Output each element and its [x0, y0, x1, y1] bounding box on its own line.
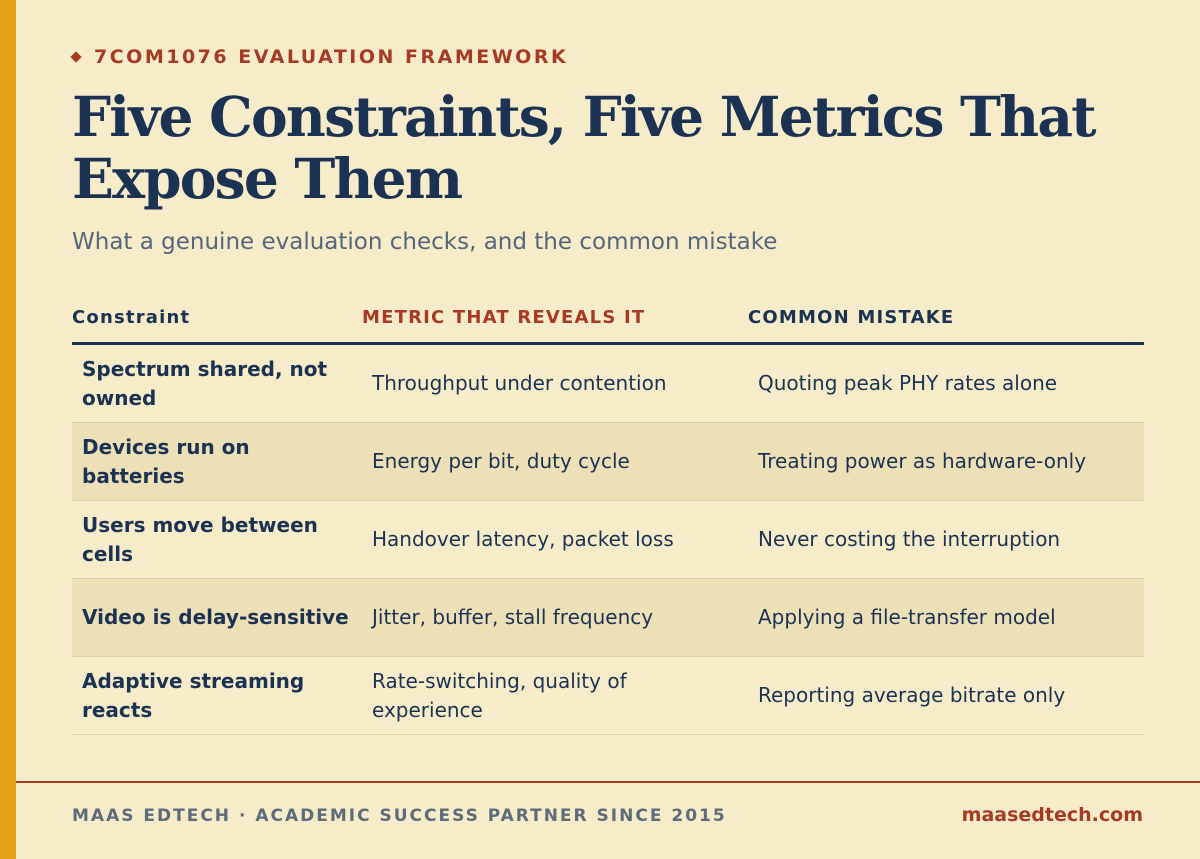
footer-tagline: MAAS EDTECH · ACADEMIC SUCCESS PARTNER S… — [72, 806, 727, 826]
header-metric: METRIC THAT REVEALS IT — [362, 292, 748, 345]
constraint-cell: Spectrum shared, not owned — [72, 343, 362, 423]
metric-cell: Energy per bit, duty cycle — [362, 422, 748, 501]
table-row: Users move between cells Handover latenc… — [72, 500, 1144, 579]
header-constraint: Constraint — [72, 292, 362, 345]
metric-cell: Handover latency, packet loss — [362, 500, 748, 579]
constraint-cell: Devices run on batteries — [72, 422, 362, 501]
table-header-row: Constraint METRIC THAT REVEALS IT COMMON… — [72, 292, 1144, 345]
mistake-cell: Applying a file-transfer model — [748, 578, 1144, 657]
table-row: Devices run on batteries Energy per bit,… — [72, 422, 1144, 501]
eyebrow: 7COM1076 EVALUATION FRAMEWORK — [70, 44, 569, 70]
footer-website-link[interactable]: maasedtech.com — [961, 804, 1143, 826]
mistake-cell: Reporting average bitrate only — [748, 656, 1144, 735]
footer-divider — [16, 781, 1200, 783]
page-subtitle: What a genuine evaluation checks, and th… — [72, 229, 778, 255]
mistake-cell: Never costing the interruption — [748, 500, 1144, 579]
constraint-cell: Adaptive streaming reacts — [72, 656, 362, 735]
table-row: Adaptive streaming reacts Rate-switching… — [72, 656, 1144, 735]
evaluation-table: Constraint METRIC THAT REVEALS IT COMMON… — [72, 292, 1144, 735]
diamond-bullet-icon — [70, 51, 82, 63]
table-row: Video is delay-sensitive Jitter, buffer,… — [72, 578, 1144, 657]
table-row: Spectrum shared, not owned Throughput un… — [72, 343, 1144, 423]
constraint-cell: Video is delay-sensitive — [72, 578, 362, 657]
page-title: Five Constraints, Five Metrics That Expo… — [72, 84, 1097, 211]
accent-bar — [0, 0, 16, 859]
mistake-cell: Quoting peak PHY rates alone — [748, 343, 1144, 423]
constraint-cell: Users move between cells — [72, 500, 362, 579]
metric-cell: Rate-switching, quality of experience — [362, 656, 748, 735]
eyebrow-text: 7COM1076 EVALUATION FRAMEWORK — [94, 46, 569, 68]
header-mistake: COMMON MISTAKE — [748, 292, 1144, 345]
metric-cell: Jitter, buffer, stall frequency — [362, 578, 748, 657]
mistake-cell: Treating power as hardware-only — [748, 422, 1144, 501]
metric-cell: Throughput under contention — [362, 343, 748, 423]
